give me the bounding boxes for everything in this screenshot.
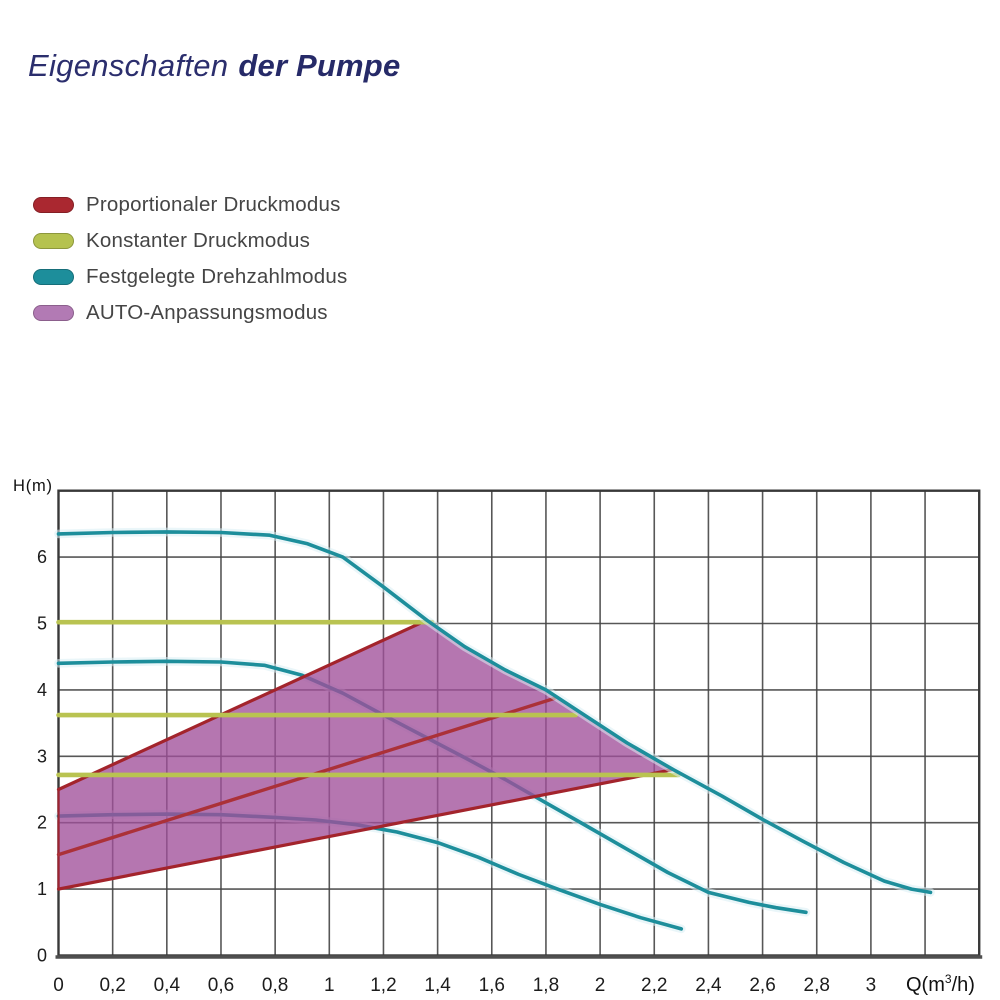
constant-pressure-swatch-icon <box>33 233 74 249</box>
auto-adapt-swatch-icon <box>33 305 74 321</box>
y-tick-label: 6 <box>37 547 47 567</box>
x-tick-label: 2,2 <box>641 975 667 996</box>
x-tick-label: 3 <box>866 975 877 996</box>
legend-item-constant-pressure: Konstanter Druckmodus <box>33 223 347 259</box>
x-tick-label: 2,4 <box>695 975 722 996</box>
x-tick-label: 1 <box>324 975 335 996</box>
y-tick-label: 2 <box>37 813 47 833</box>
y-tick-label: 3 <box>37 746 47 766</box>
x-axis-label: Q(m3/h) <box>906 972 975 996</box>
x-tick-label: 0,6 <box>208 975 234 996</box>
legend: Proportionaler Druckmodus Konstanter Dru… <box>33 187 347 331</box>
legend-label: Proportionaler Druckmodus <box>86 193 341 216</box>
x-tick-label: 2,8 <box>804 975 830 996</box>
y-tick-label: 5 <box>37 614 47 634</box>
x-tick-label: 0,8 <box>262 975 288 996</box>
legend-label: Festgelegte Drehzahlmodus <box>86 265 348 288</box>
x-tick-label: 0,2 <box>99 975 125 996</box>
y-tick-label: 4 <box>37 680 47 700</box>
x-tick-label: 2,6 <box>749 975 775 996</box>
legend-item-auto-adapt: AUTO-Anpassungsmodus <box>33 295 347 331</box>
x-tick-label: 0 <box>53 975 64 996</box>
y-tick-label: 1 <box>37 879 47 899</box>
proportional-pressure-swatch-icon <box>33 197 74 213</box>
x-tick-label: 1,8 <box>533 975 559 996</box>
series-proportional-max <box>56 618 429 792</box>
page-title-prefix: Eigenschaften <box>28 48 229 83</box>
series-proportional-min <box>56 768 675 891</box>
fixed-speed-swatch-icon <box>33 269 74 285</box>
page-title-emphasis: der Pumpe <box>238 48 401 83</box>
page-title: Eigenschaften der Pumpe <box>28 48 400 84</box>
legend-label: Konstanter Druckmodus <box>86 229 311 252</box>
x-tick-label: 1,2 <box>370 975 396 996</box>
y-tick-label: 0 <box>37 946 47 966</box>
series-fixed-speed-III <box>56 530 933 895</box>
legend-label: AUTO-Anpassungsmodus <box>86 301 328 324</box>
x-tick-label: 2 <box>595 975 606 996</box>
legend-item-fixed-speed: Festgelegte Drehzahlmodus <box>33 259 347 295</box>
x-tick-label: 0,4 <box>154 975 181 996</box>
y-axis-label: H(m) <box>13 477 53 495</box>
x-tick-label: 1,4 <box>424 975 451 996</box>
legend-item-proportional-pressure: Proportionaler Druckmodus <box>33 187 347 223</box>
x-tick-label: 1,6 <box>479 975 505 996</box>
